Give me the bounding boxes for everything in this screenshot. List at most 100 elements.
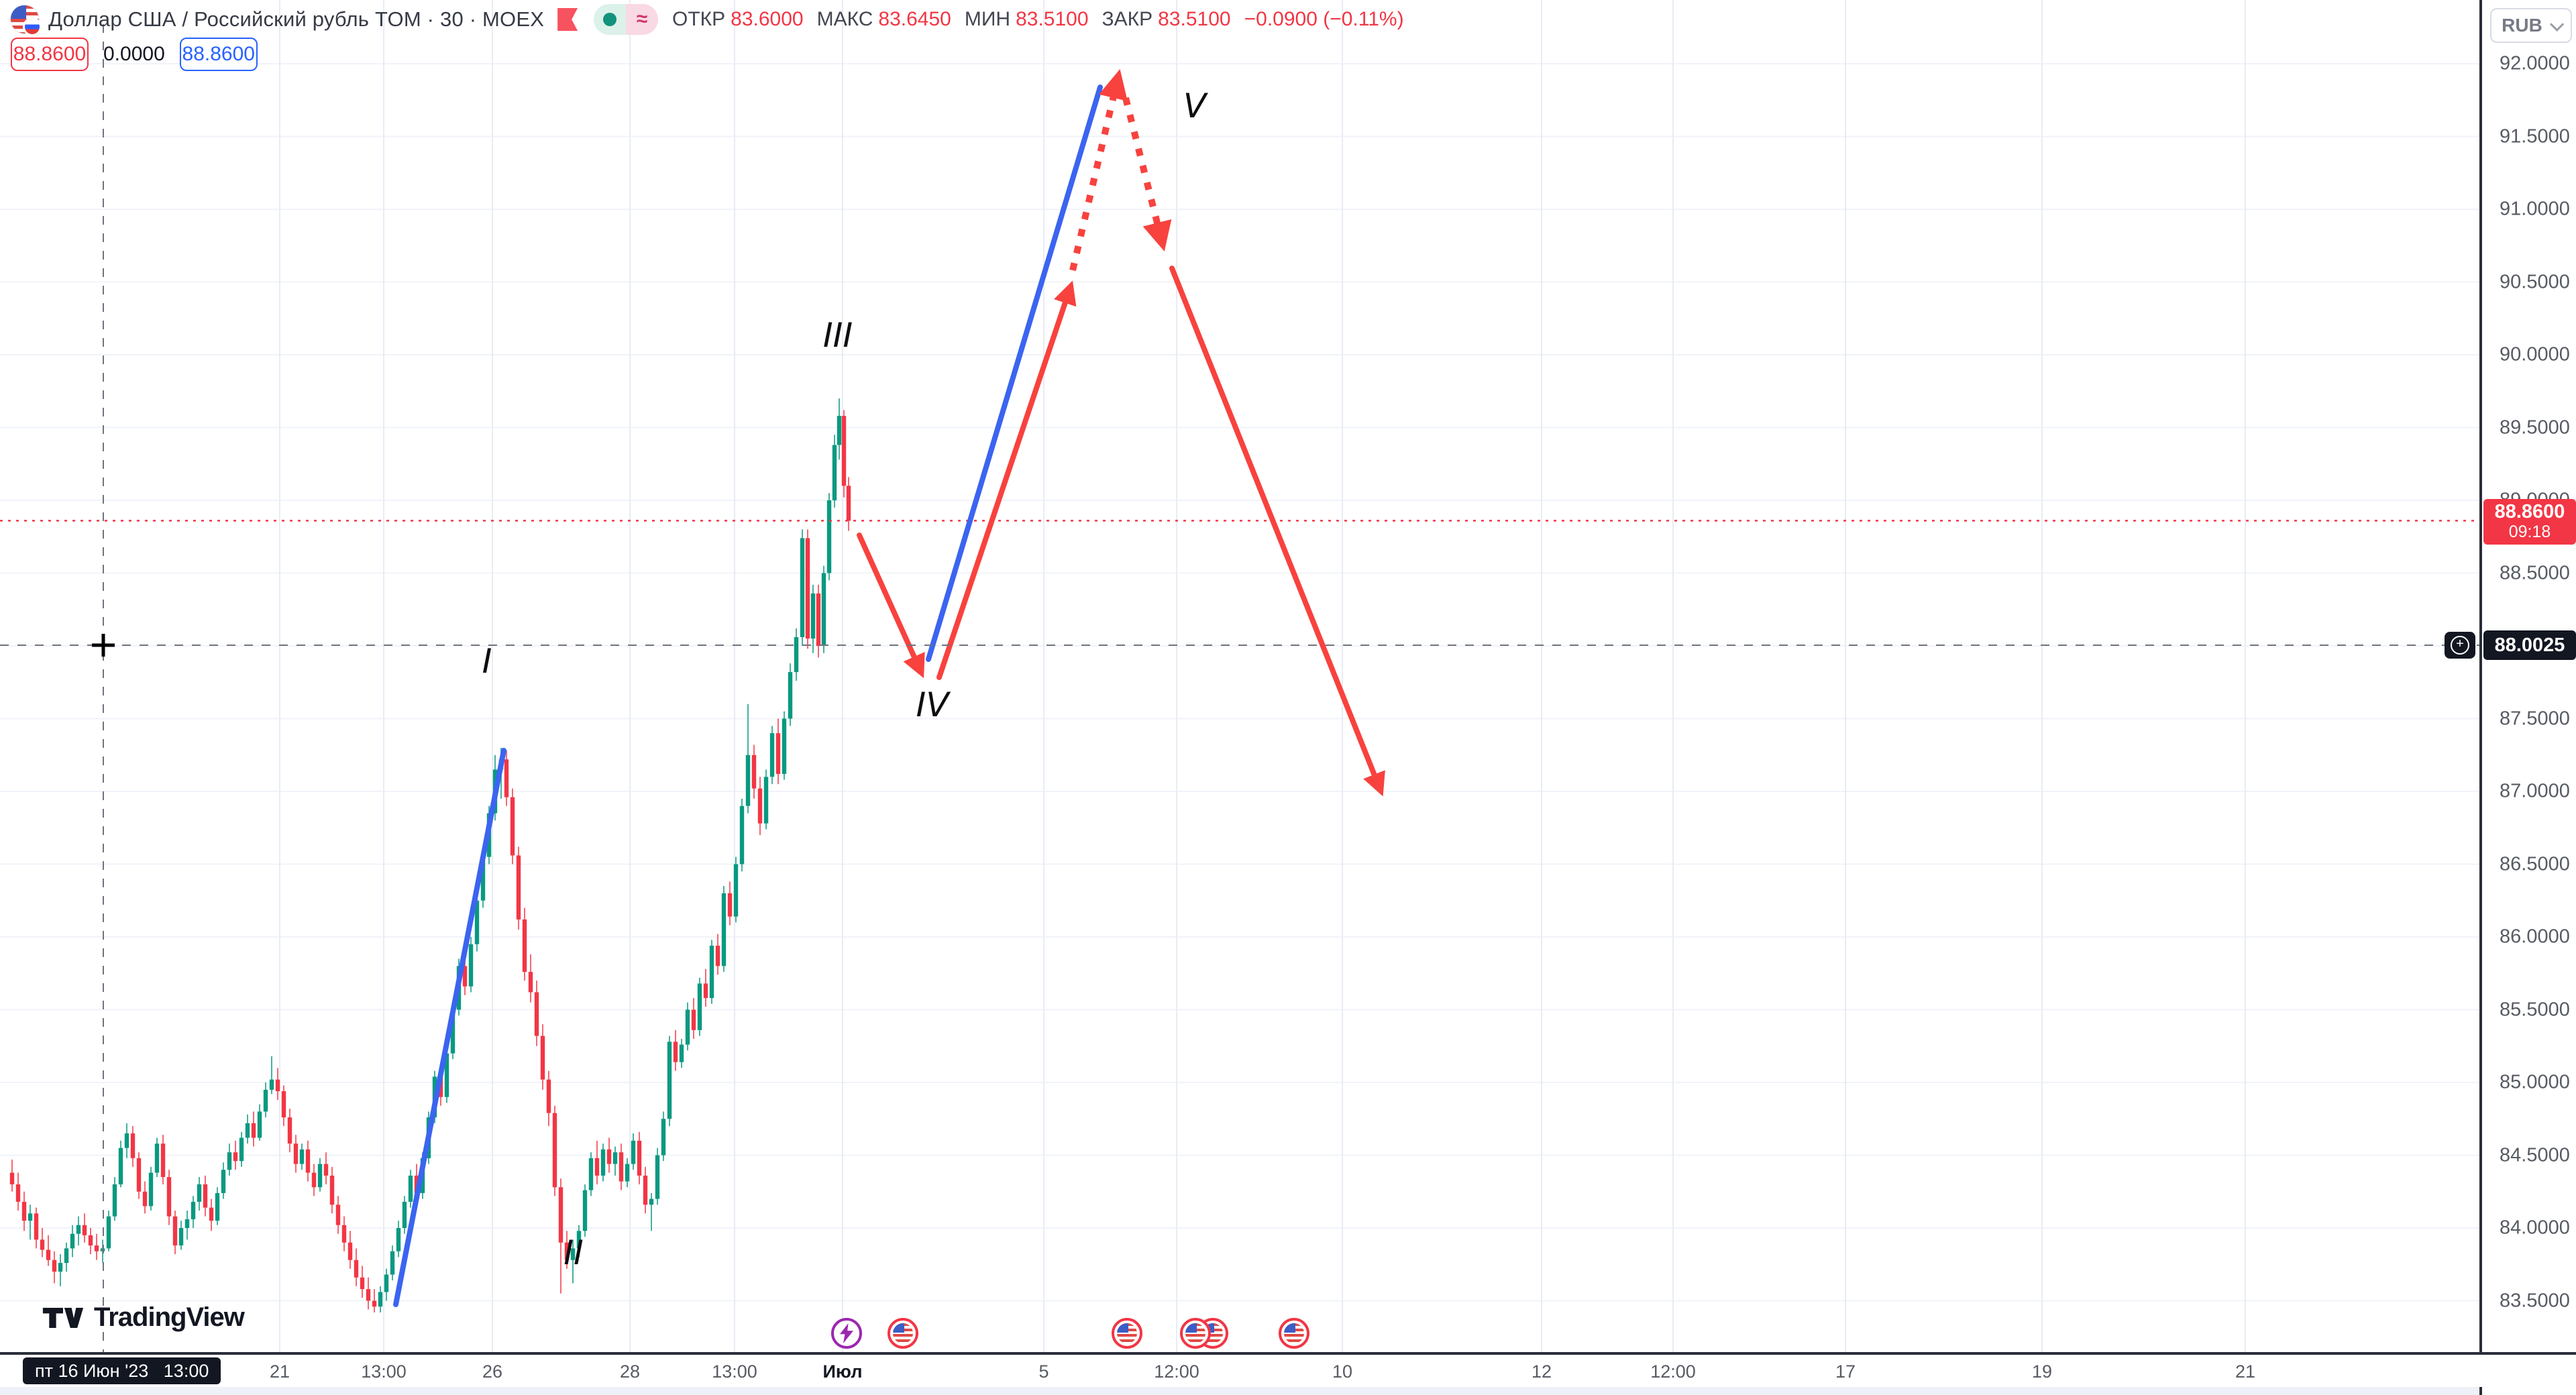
candle-body <box>233 1152 238 1162</box>
time-axis-label: 19 <box>2031 1361 2053 1382</box>
time-axis-label: 13:00 <box>712 1361 757 1382</box>
candle-body <box>124 1133 129 1148</box>
volatility-lightning-icon[interactable] <box>831 1318 862 1349</box>
candle-body <box>82 1225 87 1235</box>
delayed-data-icon: ≈ <box>626 4 659 35</box>
candle-body <box>709 946 714 999</box>
us-economic-event-flag-icon[interactable] <box>1180 1318 1211 1349</box>
flagged-symbol-icon[interactable] <box>557 8 578 31</box>
candle-body <box>118 1148 123 1184</box>
candle-body <box>21 1201 27 1221</box>
candle-body <box>619 1152 624 1182</box>
market-status-pill[interactable]: ≈ <box>594 4 659 35</box>
wave-label-II[interactable]: II <box>564 1233 584 1272</box>
candle-body <box>305 1149 311 1173</box>
crosshair-date-badge: пт 16 Июн '23 13:00 <box>23 1357 221 1384</box>
candle-body <box>378 1292 383 1307</box>
window-bottom-strip <box>0 1387 2576 1395</box>
candle-body <box>341 1225 347 1243</box>
candle-body <box>9 1172 15 1184</box>
projection-down-dotted-arrow[interactable] <box>1122 97 1172 252</box>
time-axis-label: 12 <box>1531 1361 1552 1382</box>
time-axis-label: 21 <box>269 1361 290 1382</box>
candle-body <box>546 1079 551 1113</box>
low-label: МИН <box>964 8 1011 30</box>
candle-body <box>576 1231 582 1249</box>
candle-body <box>697 983 702 1030</box>
candle-body <box>52 1260 57 1272</box>
candle-body <box>136 1158 142 1192</box>
candle-body <box>474 900 480 944</box>
wave-label-I[interactable]: I <box>482 642 492 681</box>
candle-body <box>88 1235 93 1246</box>
candle-body <box>570 1248 576 1260</box>
price-axis-label: 84.0000 <box>2500 1217 2570 1239</box>
market-open-dot-icon <box>594 4 627 35</box>
wave-label-IV[interactable]: IV <box>916 685 952 724</box>
candle-body <box>631 1140 636 1164</box>
wave-5-up-arrow[interactable] <box>936 280 1077 680</box>
usdrub-pair-icon <box>11 5 42 36</box>
chevron-down-icon <box>2549 17 2565 32</box>
wave-4-down-arrow[interactable] <box>857 533 925 679</box>
candle-body <box>468 944 474 987</box>
add-price-alert-button[interactable]: + <box>2445 632 2475 659</box>
us-economic-event-flag-icon[interactable] <box>1279 1318 1309 1349</box>
candle-body <box>450 1009 455 1054</box>
candle-body <box>846 486 851 521</box>
candle-body <box>263 1089 268 1112</box>
wave-1-trendline[interactable] <box>393 748 506 1307</box>
last-price-value: 88.8600 <box>2494 501 2565 523</box>
price-scale[interactable]: RUB 83.5000 84.0000 84.5000 85.0000 85.5000 8… <box>2479 0 2576 1395</box>
candle-body <box>715 946 720 966</box>
close-label: ЗАКР <box>1102 8 1153 30</box>
time-axis-label: 12:00 <box>1154 1361 1199 1382</box>
crosshair-price-value: 88.0025 <box>2494 634 2565 656</box>
candle-body <box>227 1152 232 1170</box>
candle-body <box>178 1228 184 1246</box>
candle-body <box>311 1172 317 1188</box>
candle-body <box>384 1274 389 1292</box>
symbol-title[interactable]: Доллар США / Российский рубль TOM · 30 ·… <box>48 7 545 31</box>
candle-body <box>390 1251 395 1275</box>
bid-ask-row: 88.8600 0.0000 88.8600 <box>11 38 258 71</box>
candle-body <box>794 636 799 673</box>
decline-arrow[interactable] <box>1169 266 1385 797</box>
candle-body <box>516 855 521 919</box>
time-axis-label: 26 <box>482 1361 503 1382</box>
candle-body <box>816 593 821 646</box>
candle-body <box>673 1042 678 1062</box>
candle-body <box>522 919 527 972</box>
candle-body <box>197 1184 202 1202</box>
spread-value: 0.0000 <box>103 43 165 65</box>
candle-body <box>251 1123 256 1138</box>
projection-up-dotted-arrow[interactable] <box>1069 69 1128 272</box>
candle-body <box>70 1233 75 1249</box>
candle-body <box>444 1053 449 1097</box>
high-label: МАКС <box>816 8 873 30</box>
candle-body <box>142 1191 148 1207</box>
candle-body <box>558 1187 564 1243</box>
candle-body <box>40 1239 45 1250</box>
us-economic-event-flag-icon[interactable] <box>888 1318 918 1349</box>
price-axis-label: 86.5000 <box>2500 853 2570 875</box>
us-economic-event-flag-icon[interactable] <box>1112 1318 1142 1349</box>
currency-dropdown[interactable]: RUB <box>2490 8 2572 43</box>
wave-label-III[interactable]: III <box>823 316 853 355</box>
buy-button[interactable]: 88.8600 <box>179 38 258 71</box>
time-scale[interactable]: 21 13:00 26 28 13:00 Июл 5 12:00 10 12 12:00 17 19 21… <box>0 1352 2576 1387</box>
candle-body <box>625 1164 630 1182</box>
sell-button[interactable]: 88.8600 <box>11 38 89 71</box>
price-axis-label: 90.0000 <box>2500 343 2570 366</box>
candle-body <box>769 733 775 777</box>
candle-body <box>347 1242 353 1260</box>
candle-body <box>810 593 816 639</box>
wave-3-5-trendline[interactable] <box>926 85 1103 662</box>
candle-body <box>317 1164 323 1188</box>
price-axis-label: 84.5000 <box>2500 1144 2570 1166</box>
wave-label-V[interactable]: V <box>1183 87 1209 125</box>
candle-body <box>257 1111 262 1138</box>
